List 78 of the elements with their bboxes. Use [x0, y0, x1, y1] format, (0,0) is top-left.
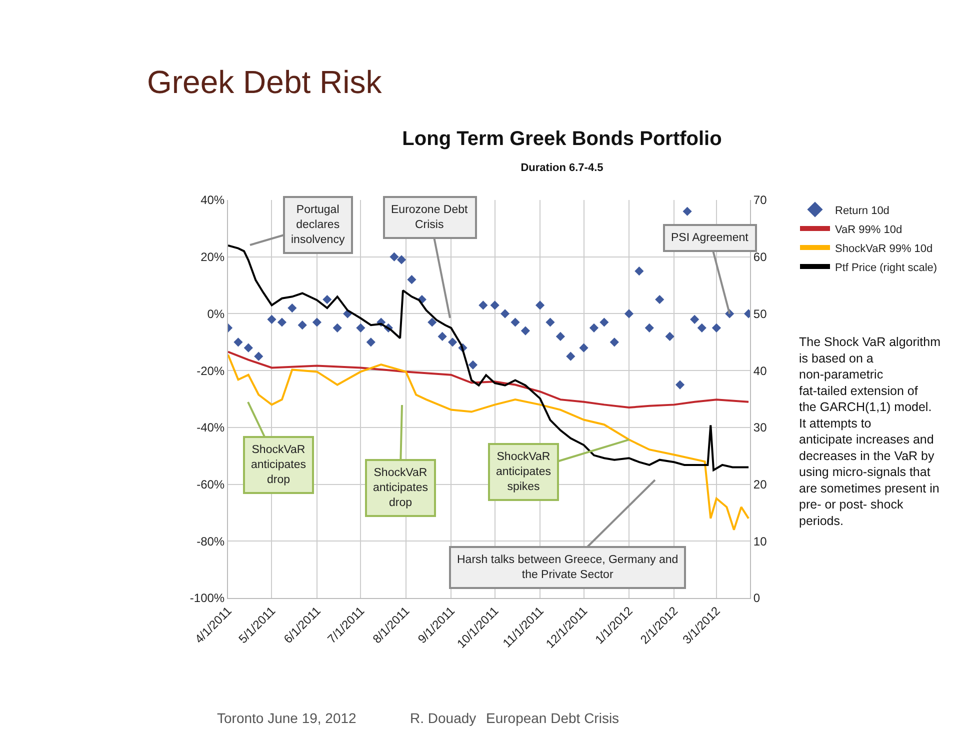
annotation: Eurozone Debt Crisis	[391, 204, 469, 231]
y2-tick-label: 50	[753, 306, 768, 321]
annotation: ShockVaR anticipates spikes	[496, 451, 552, 493]
point	[510, 318, 520, 327]
text: Greek Debt Risk	[147, 64, 383, 100]
text: The Shock VaR algorithm is based on a non-parametric fat-tailed extension of the GARCH(1,1) model. It attempts to anticipate increases and decreases in the VaR by using micro-signals that are sometimes present in pre- or post- shock periods.	[799, 335, 940, 528]
legend-label: VaR 99% 10d	[835, 224, 902, 236]
point	[566, 352, 576, 361]
point	[468, 360, 478, 370]
annotation: PSI Agreement	[671, 232, 750, 244]
point	[634, 266, 644, 276]
point	[298, 320, 307, 330]
point	[254, 352, 264, 361]
point	[396, 255, 406, 264]
annotation: ShockVaR anticipates drop	[373, 467, 428, 509]
point	[478, 300, 488, 310]
y-tick-label: -80%	[196, 534, 225, 548]
point	[665, 332, 674, 342]
y2-tick-label: 10	[753, 534, 768, 548]
point	[600, 318, 609, 327]
y2-tick-label: 30	[753, 420, 768, 435]
point	[267, 314, 276, 324]
point	[490, 300, 500, 310]
legend-label: Ptf Price (right scale)	[835, 262, 938, 274]
point	[682, 206, 692, 216]
y2-tick-label: 20	[753, 477, 768, 492]
annotation: Harsh talks between Greece, Germany and the Private Sector	[457, 554, 678, 581]
point	[428, 318, 437, 327]
point	[546, 318, 555, 327]
y-tick-label: -100%	[190, 591, 225, 606]
point	[244, 343, 253, 352]
point	[675, 380, 685, 390]
point	[366, 338, 376, 347]
point	[644, 323, 654, 332]
y-tick-label: -60%	[196, 477, 225, 492]
text: R. Douady	[410, 710, 476, 726]
chart-subtitle: Duration 6.7-4.5	[520, 162, 604, 174]
point	[332, 323, 342, 332]
y2-tick-label: 70	[753, 193, 768, 208]
point	[535, 300, 545, 310]
y-tick-label: 20%	[200, 250, 225, 264]
point	[500, 309, 510, 318]
y-tick-label: -20%	[196, 364, 225, 378]
point	[448, 338, 458, 347]
y-tick-label: 0%	[207, 306, 225, 321]
point	[312, 318, 322, 327]
point	[610, 338, 619, 347]
point	[288, 303, 297, 313]
point	[322, 294, 332, 304]
y2-tick-label: 60	[753, 250, 768, 264]
text: European Debt Crisis	[486, 710, 620, 726]
point	[438, 332, 447, 342]
annotation: Portugal declares insolvency	[291, 204, 345, 246]
y-tick-label: 40%	[200, 193, 225, 208]
chart-title: Long Term Greek Bonds Portfolio	[402, 128, 722, 150]
line-series	[228, 354, 750, 531]
point	[712, 323, 722, 332]
point	[556, 332, 565, 342]
legend-label: ShockVaR 99% 10d	[835, 242, 933, 255]
point	[690, 314, 700, 324]
point	[234, 338, 243, 347]
point	[589, 323, 599, 332]
legend-label: Return 10d	[835, 204, 890, 217]
point	[520, 326, 530, 336]
point	[277, 318, 286, 327]
point	[356, 323, 366, 332]
point	[390, 252, 399, 262]
y-tick-label: -40%	[196, 420, 225, 435]
point	[655, 294, 664, 304]
text: Toronto June 19, 2012	[217, 710, 357, 726]
y2-tick-label: 0	[753, 591, 760, 606]
line-series	[228, 350, 750, 409]
annotation: ShockVaR anticipates drop	[251, 444, 306, 486]
point	[697, 323, 706, 332]
point	[579, 343, 588, 352]
y2-tick-label: 40	[753, 364, 768, 378]
point	[624, 309, 634, 318]
point	[407, 275, 416, 284]
